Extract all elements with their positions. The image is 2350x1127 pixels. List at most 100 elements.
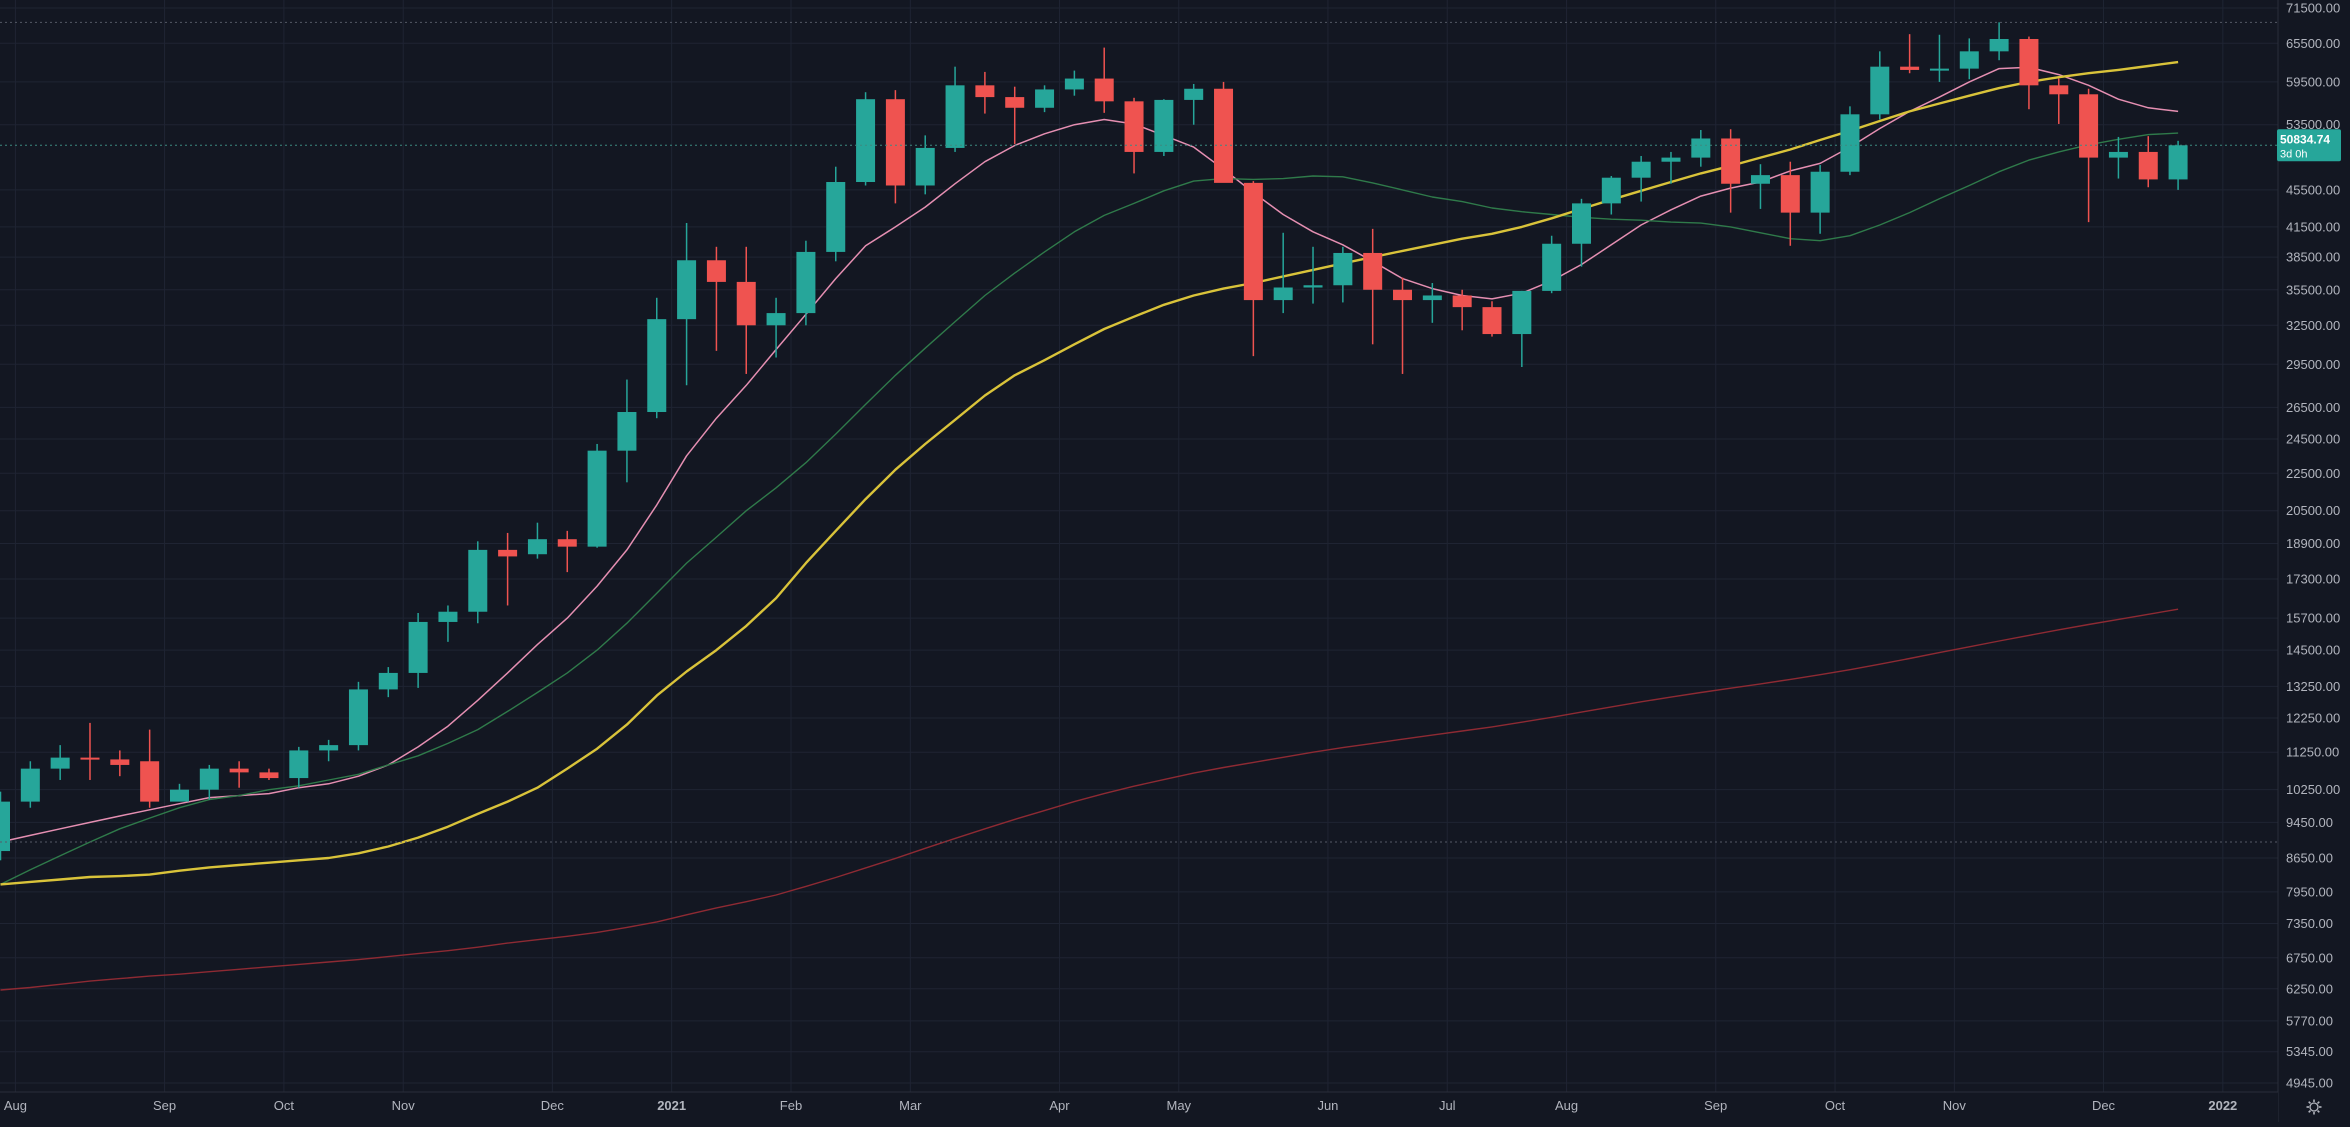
- candle-down: [975, 71, 995, 114]
- price-tick-label: 12250.00: [2286, 710, 2340, 725]
- price-tick-label: 59500.00: [2286, 74, 2340, 89]
- time-tick-label: Sep: [1704, 1098, 1727, 1113]
- moving-average-lines: [0, 60, 2179, 991]
- candle-body: [1422, 295, 1442, 301]
- candle-down: [557, 530, 577, 573]
- candle-up: [1512, 290, 1532, 368]
- price-tick-label: 5770.00: [2286, 1013, 2333, 1028]
- candle-up: [766, 297, 786, 358]
- price-tick-label: 32500.00: [2286, 318, 2340, 333]
- candle-body: [1035, 89, 1055, 108]
- time-tick-label: 2022: [2208, 1098, 2237, 1113]
- candle-body: [527, 539, 547, 555]
- candle-body: [1482, 307, 1502, 335]
- gear-tooth: [2316, 1109, 2320, 1113]
- candle-body: [20, 768, 40, 802]
- last-price-label: 50834.74: [2280, 132, 2330, 146]
- price-tick-label: 41500.00: [2286, 219, 2340, 234]
- candle-down: [229, 761, 249, 788]
- candle-up: [1661, 151, 1681, 184]
- candle-down: [1393, 277, 1413, 374]
- candle-body: [826, 182, 846, 252]
- candle-body: [2168, 145, 2188, 180]
- candle-down: [110, 750, 130, 777]
- candle-body: [1691, 138, 1711, 158]
- candle-down: [140, 729, 160, 808]
- candle-body: [438, 611, 458, 622]
- candle-body: [885, 99, 905, 186]
- candle-up: [856, 92, 876, 186]
- candle-body: [677, 260, 697, 320]
- price-tick-label: 9450.00: [2286, 815, 2333, 830]
- price-tick-label: 17300.00: [2286, 572, 2340, 587]
- time-tick-label: Aug: [4, 1098, 27, 1113]
- price-tick-label: 5345.00: [2286, 1044, 2333, 1059]
- price-tick-label: 7350.00: [2286, 916, 2333, 931]
- candle-body: [498, 549, 518, 557]
- candle-body: [617, 412, 637, 451]
- last-price-countdown: 3d 0h: [2280, 148, 2308, 160]
- moving-average-line: [0, 608, 2179, 991]
- candle-body: [1154, 99, 1174, 152]
- price-tick-label: 14500.00: [2286, 643, 2340, 658]
- candle-body: [110, 759, 130, 765]
- candle-body: [975, 85, 995, 98]
- candle-down: [885, 90, 905, 204]
- time-tick-label: 2021: [657, 1098, 686, 1113]
- candle-body: [1661, 157, 1681, 162]
- price-tick-label: 13250.00: [2286, 679, 2340, 694]
- gridlines: [0, 0, 2278, 1092]
- gear-tooth: [2308, 1109, 2312, 1113]
- candle-body: [587, 450, 607, 547]
- candle-up: [1064, 70, 1084, 96]
- price-tick-label: 65500.00: [2286, 36, 2340, 51]
- candles: [0, 22, 2188, 861]
- time-tick-label: Feb: [780, 1098, 802, 1113]
- candle-body: [915, 147, 935, 186]
- candle-up: [1184, 83, 1204, 125]
- candle-up: [468, 541, 488, 624]
- candle-body: [319, 745, 339, 751]
- candle-body: [1542, 243, 1562, 291]
- candle-body: [766, 313, 786, 326]
- candle-body: [1452, 295, 1472, 308]
- candle-body: [557, 539, 577, 547]
- time-tick-label: Dec: [541, 1098, 565, 1113]
- moving-average-line: [0, 60, 2179, 886]
- candle-body: [1303, 285, 1323, 288]
- candle-body: [1512, 290, 1532, 335]
- candle-up: [319, 739, 339, 762]
- candle-body: [1124, 101, 1144, 152]
- candle-body: [169, 789, 189, 802]
- candle-body: [80, 757, 100, 760]
- gear-tooth: [2316, 1101, 2320, 1105]
- candle-up: [1542, 235, 1562, 294]
- candle-down: [1005, 86, 1025, 144]
- candle-body: [1840, 114, 1860, 172]
- candle-up: [1303, 246, 1323, 304]
- settings-gear-icon[interactable]: [2306, 1099, 2322, 1115]
- candle-up: [617, 379, 637, 483]
- candle-body: [259, 772, 279, 779]
- price-tick-label: 8650.00: [2286, 850, 2333, 865]
- time-tick-label: Oct: [1825, 1098, 1846, 1113]
- price-axis[interactable]: 71500.00 65500.00 59500.00 53500.00 45500.00…: [2277, 0, 2350, 1122]
- candle-up: [1035, 85, 1055, 113]
- candle-down: [1363, 228, 1383, 345]
- candle-up: [527, 522, 547, 559]
- candle-up: [1601, 175, 1621, 215]
- candle-down: [498, 532, 518, 606]
- last-price-badge: 50834.74 3d 0h: [2277, 129, 2341, 162]
- candle-up: [1810, 165, 1830, 234]
- candle-body: [856, 99, 876, 183]
- price-tick-label: 29500.00: [2286, 357, 2340, 372]
- candle-up: [0, 791, 10, 861]
- candle-body: [1094, 78, 1114, 102]
- time-axis[interactable]: Aug Sep Oct Nov Dec 2021 Feb Mar Apr May Jun Jul Aug…: [0, 1091, 2278, 1122]
- time-tick-label: Jul: [1439, 1098, 1456, 1113]
- candle-down: [2019, 36, 2039, 110]
- candle-body: [1243, 182, 1263, 301]
